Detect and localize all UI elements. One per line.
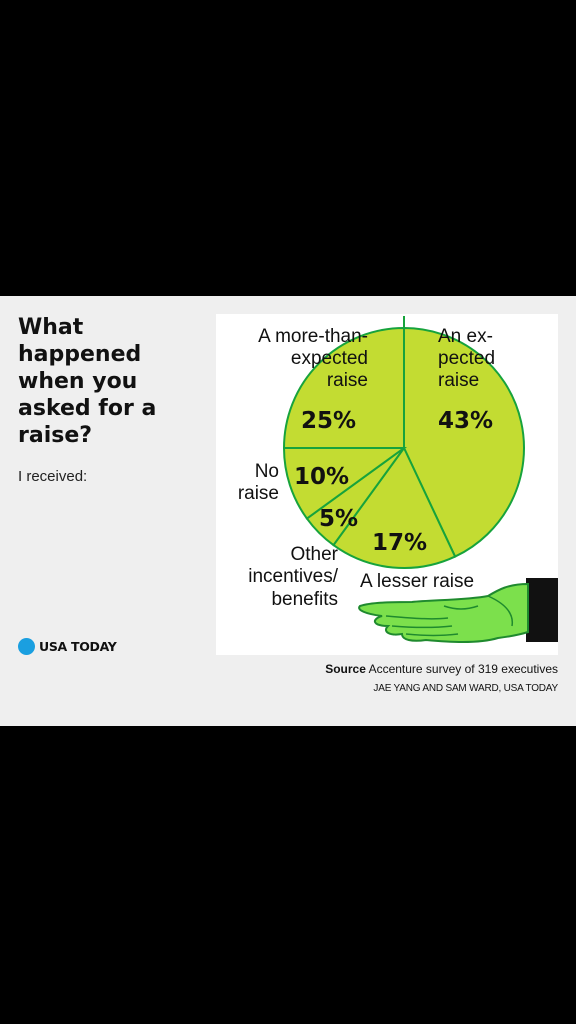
pct-expected-raise: 43% [438,408,493,434]
label-other-incentives: Other incentives/benefits [248,544,338,610]
pct-no-raise: 10% [294,464,349,490]
slice-lesser-raise [332,446,457,569]
label-lesser-raise: A lesser raise [360,571,474,592]
label-no-raise: No raise [238,461,279,504]
chart-panel: An ex-pected raise A more-than-expected ra… [216,314,558,655]
usa-today-dot-icon [18,638,35,655]
source-label: Source [325,662,366,676]
hand-icon [358,578,558,643]
usa-today-logo: USA TODAY [18,638,117,655]
infographic-card: What happened when you asked for a raise… [0,296,576,726]
chart-subtitle: I received: [18,468,88,485]
label-expected-raise: An ex-pected raise [438,326,495,391]
credit-line: JAE YANG AND SAM WARD, USA TODAY [373,683,558,694]
pct-lesser-raise: 17% [372,530,427,556]
source-line: Source Accenture survey of 319 executive… [325,662,558,676]
slice-more-than-expected [282,326,405,449]
pie-chart: An ex-pected raise A more-than-expected ra… [238,316,558,643]
pct-other-incentives: 5% [319,506,358,532]
source-text: Accenture survey of 319 executives [368,662,558,676]
slice-expected-raise [403,326,525,558]
brand-name: USA TODAY [39,639,117,654]
slice-no-raise [282,447,408,520]
label-more-than-expected: A more-than-expected raise [258,326,368,391]
chart-title: What happened when you asked for a raise… [18,315,157,448]
pct-more-than-expected: 25% [301,408,356,434]
